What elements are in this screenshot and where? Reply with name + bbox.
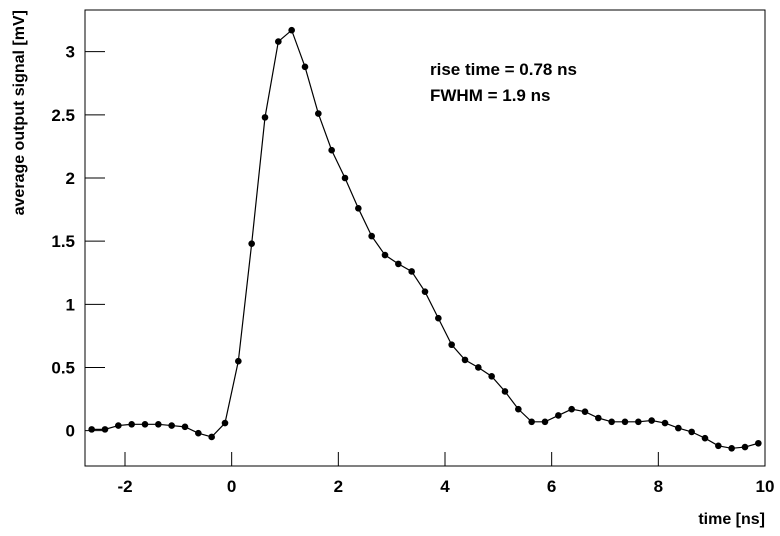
x-tick-label: -2	[117, 477, 132, 496]
data-point	[661, 419, 669, 427]
data-point	[421, 288, 429, 295]
y-tick-label: 0	[66, 422, 75, 441]
data-point	[515, 405, 522, 413]
data-point	[328, 146, 335, 154]
data-point	[248, 240, 255, 247]
data-point	[155, 421, 162, 428]
data-point	[701, 434, 709, 442]
data-point	[435, 314, 442, 322]
y-tick-label: 0.5	[51, 358, 75, 377]
data-point	[621, 418, 629, 426]
data-point	[688, 428, 695, 436]
y-axis-title: average output signal [mV]	[11, 10, 28, 215]
data-point	[141, 421, 149, 428]
data-point	[635, 418, 642, 426]
data-point	[221, 419, 229, 427]
data-point	[101, 426, 109, 433]
x-tick-label: 2	[334, 477, 343, 496]
data-point	[568, 405, 575, 413]
data-point	[741, 443, 749, 451]
x-tick-label: 10	[756, 477, 775, 496]
x-tick-label: 6	[547, 477, 556, 496]
data-point	[368, 232, 375, 240]
data-point	[675, 424, 682, 432]
frame	[84, 9, 766, 467]
data-point	[288, 26, 295, 34]
data-point	[208, 433, 215, 441]
data-point	[461, 356, 469, 364]
y-tick-label: 3	[66, 43, 75, 62]
data-point	[128, 421, 135, 428]
data-point	[195, 429, 202, 437]
x-axis-title: time [ns]	[698, 511, 765, 528]
x-tick-label: 0	[227, 477, 236, 496]
y-tick-label: 1.5	[51, 232, 75, 251]
x-tick-label: 8	[654, 477, 663, 496]
data-point	[581, 408, 589, 415]
data-point	[395, 260, 402, 268]
data-point	[715, 442, 722, 450]
data-point	[301, 63, 309, 71]
data-point	[381, 251, 389, 259]
data-point	[235, 357, 242, 365]
data-point	[408, 268, 415, 275]
data-point	[541, 418, 549, 426]
data-point	[168, 422, 175, 429]
y-tick-label: 2	[66, 169, 75, 188]
annotation: FWHM = 1.9 ns	[430, 86, 550, 105]
y-tick-label: 1	[66, 295, 75, 314]
annotation: rise time = 0.78 ns	[430, 60, 577, 79]
data-point	[555, 412, 562, 419]
data-point	[88, 426, 95, 433]
data-point	[341, 174, 349, 182]
data-point	[728, 445, 735, 452]
x-tick-label: 4	[440, 477, 450, 496]
data-point	[315, 110, 322, 117]
data-point	[501, 388, 509, 395]
data-point	[115, 422, 122, 429]
data-point	[275, 38, 282, 45]
data-point	[475, 364, 482, 371]
y-tick-label: 2.5	[51, 106, 75, 125]
data-point	[181, 423, 189, 431]
data-point	[648, 417, 655, 424]
data-point	[488, 373, 495, 380]
data-point	[595, 414, 602, 422]
data-point	[608, 418, 615, 426]
data-point	[355, 205, 362, 212]
data-point	[448, 341, 455, 349]
data-point	[528, 418, 535, 426]
data-point	[261, 114, 269, 121]
series-line	[91, 29, 759, 449]
data-point	[755, 439, 762, 447]
